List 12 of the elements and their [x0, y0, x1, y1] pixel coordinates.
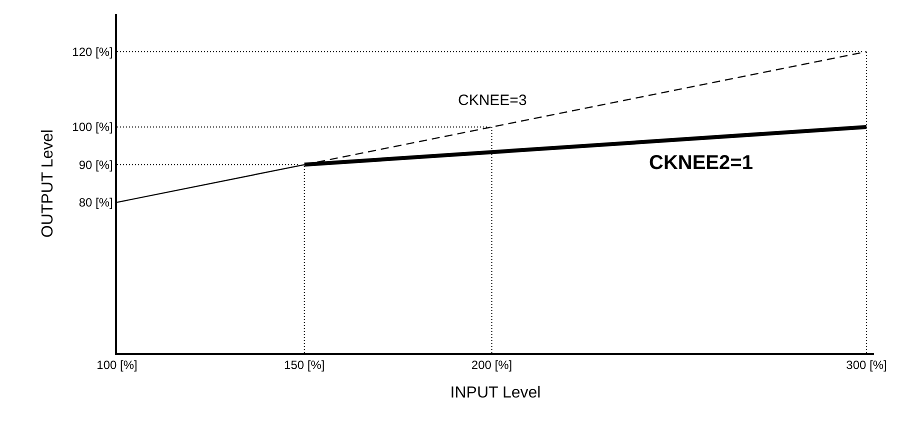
series-label: CKNEE2=1: [649, 152, 753, 174]
x-tick-label: 100 [%]: [96, 358, 138, 372]
y-tick-label: 90 [%]: [78, 158, 113, 172]
y-axis-title: OUTPUT Level: [40, 129, 57, 238]
x-tick-label: 200 [%]: [471, 358, 512, 372]
y-tick-label: 80 [%]: [78, 196, 113, 210]
y-tick-label: 100 [%]: [72, 120, 113, 134]
x-axis-title: INPUT Level: [450, 384, 541, 402]
x-tick-label: 300 [%]: [846, 358, 887, 372]
series-label: CKNEE=3: [458, 92, 527, 109]
y-tick-label: 120 [%]: [72, 44, 113, 59]
x-tick-label: 150 [%]: [284, 358, 325, 372]
